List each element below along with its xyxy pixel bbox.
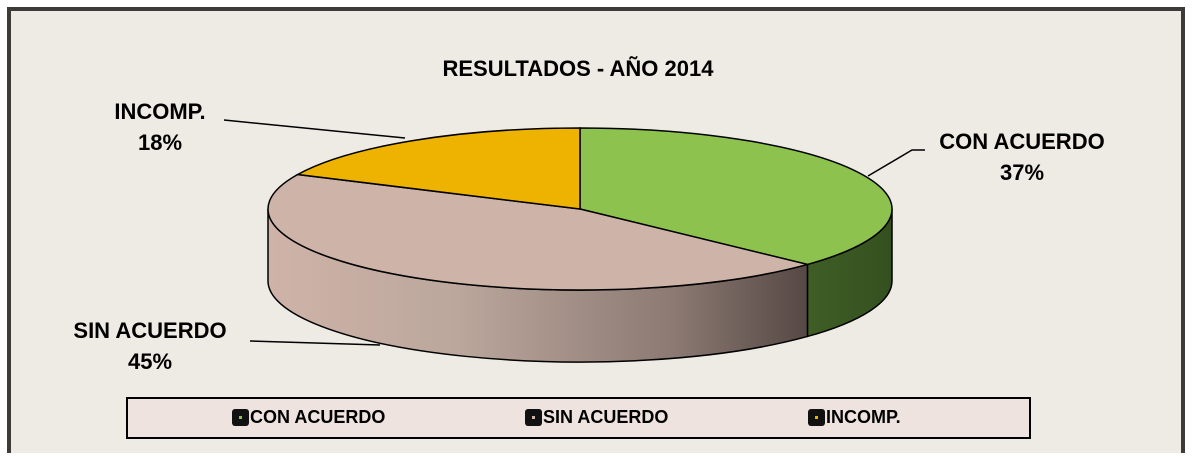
slice <box>295 127 581 210</box>
data-label-value: 18% <box>138 130 182 155</box>
data-label-name: INCOMP. <box>114 99 205 124</box>
legend <box>126 397 1031 439</box>
leader-line <box>223 119 406 139</box>
data-label-value: 37% <box>1000 160 1044 185</box>
slice <box>579 127 893 266</box>
legend-swatch <box>532 416 535 419</box>
legend-swatch <box>815 416 818 419</box>
legend-label: INCOMP. <box>826 407 901 427</box>
data-label-value: 45% <box>128 349 172 374</box>
leader-line <box>249 340 381 346</box>
legend-label: CON ACUERDO <box>250 407 385 427</box>
legend-swatch <box>239 416 242 419</box>
slice <box>267 173 811 291</box>
data-label-name: SIN ACUERDO <box>73 318 226 343</box>
pie <box>267 127 893 363</box>
leader-line <box>867 149 925 177</box>
legend-label: SIN ACUERDO <box>543 407 668 427</box>
data-label-name: CON ACUERDO <box>939 129 1104 154</box>
chart-title: RESULTADOS - AÑO 2014 <box>443 56 715 81</box>
